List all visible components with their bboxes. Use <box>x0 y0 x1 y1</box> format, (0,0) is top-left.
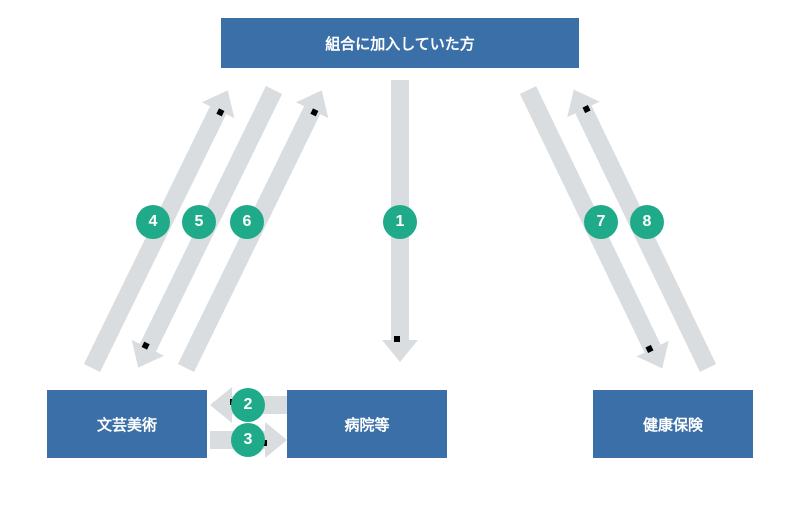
node-left: 文芸美術 <box>47 390 207 458</box>
badge-8: 8 <box>630 205 664 239</box>
badge-number: 4 <box>149 213 158 231</box>
badge-number: 5 <box>195 213 204 231</box>
badge-5: 5 <box>182 205 216 239</box>
badge-number: 3 <box>244 431 253 449</box>
badge-1: 1 <box>383 205 417 239</box>
badge-6: 6 <box>230 205 264 239</box>
arrow-head <box>265 422 287 458</box>
badge-4: 4 <box>136 205 170 239</box>
arrow-head <box>210 387 232 423</box>
badge-3: 3 <box>231 423 265 457</box>
node-middle: 病院等 <box>287 390 447 458</box>
node-top: 組合に加入していた方 <box>221 18 579 68</box>
arrow-head <box>296 82 338 118</box>
node-label: 健康保険 <box>643 414 703 435</box>
arrow-head <box>636 340 678 375</box>
badge-number: 8 <box>643 213 652 231</box>
node-label: 病院等 <box>344 414 389 435</box>
badge-number: 6 <box>243 213 252 231</box>
node-label: 組合に加入していた方 <box>325 33 475 54</box>
badge-number: 2 <box>244 396 253 414</box>
arrow-head <box>382 340 418 362</box>
arrow-head <box>122 340 164 376</box>
arrow-head <box>202 82 244 118</box>
node-right: 健康保険 <box>593 390 753 458</box>
badge-2: 2 <box>231 388 265 422</box>
badge-number: 1 <box>396 213 405 231</box>
node-label: 文芸美術 <box>97 414 157 435</box>
badge-7: 7 <box>584 205 618 239</box>
badge-number: 7 <box>597 213 606 231</box>
arrow-head <box>558 82 600 117</box>
